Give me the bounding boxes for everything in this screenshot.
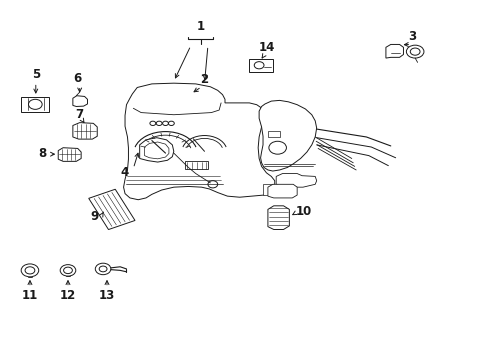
Text: 12: 12 bbox=[60, 289, 76, 302]
Polygon shape bbox=[73, 96, 87, 107]
Text: 14: 14 bbox=[258, 41, 274, 54]
Polygon shape bbox=[259, 100, 316, 171]
Bar bbox=[263, 184, 273, 195]
Polygon shape bbox=[267, 206, 289, 229]
Bar bbox=[184, 161, 208, 169]
Text: 2: 2 bbox=[200, 73, 208, 86]
Text: 9: 9 bbox=[90, 210, 98, 223]
Bar bbox=[249, 59, 272, 72]
Text: 4: 4 bbox=[121, 166, 129, 179]
Text: 10: 10 bbox=[296, 205, 312, 218]
Text: 3: 3 bbox=[408, 30, 416, 43]
Polygon shape bbox=[267, 184, 297, 198]
Text: 6: 6 bbox=[74, 72, 81, 85]
Polygon shape bbox=[73, 123, 97, 139]
Polygon shape bbox=[385, 44, 403, 58]
Text: 8: 8 bbox=[38, 147, 46, 159]
Polygon shape bbox=[276, 174, 316, 187]
Bar bbox=[21, 97, 49, 112]
Text: 11: 11 bbox=[22, 289, 38, 302]
Text: 1: 1 bbox=[196, 20, 204, 33]
Text: 7: 7 bbox=[76, 108, 83, 121]
Polygon shape bbox=[123, 83, 274, 200]
Text: 5: 5 bbox=[32, 68, 40, 81]
Polygon shape bbox=[88, 189, 135, 230]
Bar bbox=[267, 131, 280, 137]
Polygon shape bbox=[140, 138, 173, 162]
Polygon shape bbox=[58, 148, 81, 161]
Polygon shape bbox=[144, 142, 168, 159]
Text: 13: 13 bbox=[99, 289, 115, 302]
